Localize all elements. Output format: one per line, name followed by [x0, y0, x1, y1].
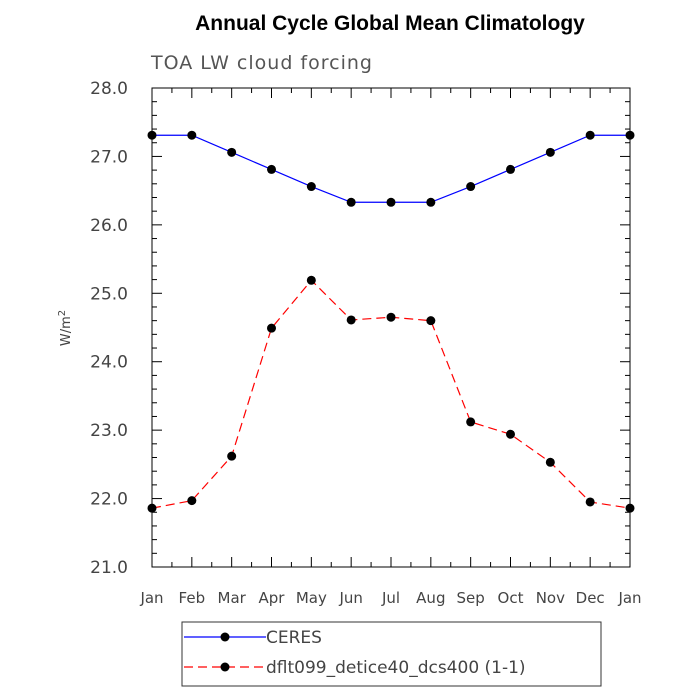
legend-label: CERES [266, 628, 322, 648]
x-tick-label: Jun [338, 589, 362, 607]
y-axis-label-text: W/m [59, 316, 74, 346]
plot-series [147, 130, 635, 513]
x-tick-label: Jul [381, 589, 400, 607]
data-point [625, 503, 635, 513]
legend-marker [220, 632, 230, 642]
legend: CERES dflt099_detice40_dcs400 (1-1) [184, 628, 526, 678]
x-tick-label: Feb [179, 589, 206, 607]
x-tick-label: Nov [536, 589, 565, 607]
y-tick-label: 24.0 [90, 353, 128, 373]
data-point [625, 130, 635, 140]
series-line [152, 134, 630, 203]
x-tick-label: Dec [576, 589, 605, 607]
x-tick-label: May [296, 589, 327, 607]
x-tick-label: Mar [218, 589, 247, 607]
y-tick-label: 23.0 [90, 421, 128, 441]
x-tick-label: Aug [416, 589, 445, 607]
data-point [227, 451, 237, 461]
x-tick-label: Jan [139, 589, 163, 607]
data-point [506, 164, 515, 174]
y-tick-label: 27.0 [90, 147, 128, 167]
data-point [306, 182, 316, 192]
data-point [227, 147, 237, 157]
y-tick-label: 28.0 [90, 79, 128, 99]
data-point [267, 323, 276, 333]
data-point [466, 182, 476, 192]
data-point [386, 197, 396, 207]
y-axis-label-superscript: 2 [57, 310, 68, 316]
x-tick-label: Apr [259, 589, 286, 607]
data-point [545, 457, 555, 467]
data-point [346, 315, 356, 325]
legend-marker [220, 662, 230, 672]
y-tick-label: 26.0 [90, 216, 128, 236]
data-point [506, 429, 515, 439]
plot-frame [151, 87, 631, 568]
data-point [426, 316, 436, 326]
legend-label: dflt099_detice40_dcs400 (1-1) [266, 658, 526, 678]
chart-title: Annual Cycle Global Mean Climatology [195, 12, 585, 35]
legend-box [181, 621, 602, 687]
data-point [386, 312, 396, 322]
y-axis-label: W/m2 [57, 310, 74, 346]
y-tick-label: 21.0 [90, 558, 128, 578]
data-point [267, 164, 276, 174]
data-point [545, 147, 555, 157]
x-tick-label: Oct [498, 589, 524, 607]
data-point [426, 197, 436, 207]
y-tick-label: 22.0 [90, 490, 128, 510]
chart-subtitle: TOA LW cloud forcing [150, 52, 373, 74]
x-tick-label: Sep [457, 589, 485, 607]
y-tick-label: 25.0 [90, 284, 128, 304]
data-point [346, 197, 356, 207]
data-point [147, 503, 157, 513]
data-point [187, 496, 197, 506]
axes: 21.0 22.0 23.0 24.0 25.0 26.0 27.0 28.0 Jan Feb Ma… [90, 79, 641, 607]
x-tick-label: Jan [617, 589, 641, 607]
data-point [147, 130, 157, 140]
data-point [585, 497, 595, 507]
data-point [585, 130, 595, 140]
data-point [306, 275, 316, 285]
data-point [187, 130, 197, 140]
data-point [466, 417, 476, 427]
